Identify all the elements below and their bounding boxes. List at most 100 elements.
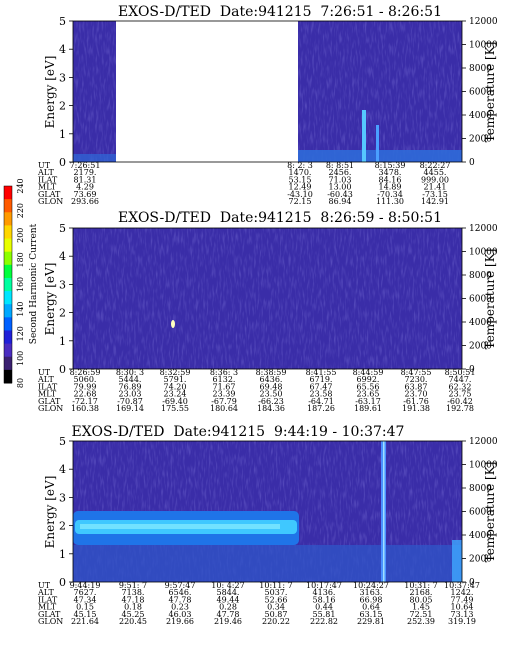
orbit-cell: 1.45 bbox=[412, 603, 430, 612]
orbit-cell: 4455. bbox=[424, 168, 447, 177]
orbit-row-label: GLAT bbox=[38, 190, 61, 199]
orbit-cell: -43.10 bbox=[287, 190, 313, 199]
orbit-cell: 72.51 bbox=[410, 610, 433, 619]
orbit-cell: 175.55 bbox=[161, 404, 189, 413]
orbit-cell: -60.42 bbox=[447, 397, 473, 406]
panel-3-emission-band-core bbox=[80, 524, 280, 529]
orbit-cell: 55.81 bbox=[313, 610, 336, 619]
y-tick-label: 5 bbox=[59, 15, 66, 28]
orbit-cell: 1242. bbox=[451, 588, 474, 597]
orbit-cell: 221.64 bbox=[71, 617, 99, 626]
panel-1-plot bbox=[72, 20, 463, 163]
y-tick-label: 4 bbox=[59, 463, 66, 476]
orbit-cell: 53.15 bbox=[289, 175, 312, 184]
orbit-cell: 10: 4:27 bbox=[211, 581, 244, 590]
orbit-cell: 6546. bbox=[169, 588, 192, 597]
orbit-cell: 71.67 bbox=[213, 382, 236, 391]
y-tick-label: 2 bbox=[59, 100, 66, 113]
orbit-cell: 47.78 bbox=[169, 595, 192, 604]
y2-tick-label: 6000 bbox=[469, 508, 492, 518]
colorbar-segment bbox=[4, 238, 12, 253]
orbit-cell: -63.17 bbox=[355, 397, 381, 406]
orbit-cell: 10.64 bbox=[451, 603, 474, 612]
orbit-cell: 6132. bbox=[213, 375, 236, 384]
orbit-cell: -61.76 bbox=[403, 397, 429, 406]
orbit-cell: 9:57:47 bbox=[165, 581, 196, 590]
orbit-cell: 72.15 bbox=[289, 197, 312, 206]
panel-1-ylabel: Energy [eV] bbox=[43, 56, 57, 129]
panel-3-ylabel: Energy [eV] bbox=[43, 476, 57, 549]
orbit-cell: 0.34 bbox=[267, 603, 285, 612]
orbit-cell: -70.34 bbox=[377, 190, 403, 199]
orbit-cell: -69.40 bbox=[162, 397, 188, 406]
orbit-row-label: ALT bbox=[37, 588, 54, 597]
orbit-row-label: GLON bbox=[38, 404, 63, 413]
orbit-cell: 8: 2: 3 bbox=[287, 161, 313, 170]
y-tick-label: 0 bbox=[59, 363, 66, 376]
orbit-cell: 0.64 bbox=[362, 603, 380, 612]
colorbar-segment bbox=[4, 369, 12, 384]
orbit-cell: 189.61 bbox=[354, 404, 382, 413]
colorbar-tick-label: 180 bbox=[16, 252, 25, 267]
panel-1-title: EXOS-D/TED Date:941215 7:26:51 - 8:26:51 bbox=[118, 4, 442, 20]
y2-tick-label: 0 bbox=[469, 578, 475, 588]
orbit-cell: 6992. bbox=[357, 375, 380, 384]
colorbar-frame bbox=[3, 185, 13, 384]
y2-tick-label: 4000 bbox=[469, 318, 492, 328]
colorbar-segment bbox=[4, 304, 12, 318]
orbit-cell: -67.79 bbox=[211, 397, 237, 406]
y2-tick-label: 10000 bbox=[469, 248, 498, 258]
y-tick-label: 0 bbox=[59, 576, 66, 589]
orbit-cell: 184.36 bbox=[257, 404, 285, 413]
panel-3-right-edge bbox=[452, 540, 462, 582]
colorbar-label: Second Harmonic Current bbox=[29, 223, 39, 344]
panel-3-lower-band bbox=[73, 545, 462, 582]
orbit-cell: 7230. bbox=[405, 375, 428, 384]
orbit-row-label: UT bbox=[38, 368, 51, 377]
orbit-cell: 220.22 bbox=[262, 617, 290, 626]
y-tick-label: 1 bbox=[59, 335, 66, 348]
panel-2-orbit-table: UT 8:26:59 8:30: 3 8:32:59 8:36: 3 8:38:59 8:4… bbox=[37, 368, 475, 413]
panel-2: EXOS-D/TED Date:941215 8:26:59 - 8:50:51… bbox=[37, 210, 498, 413]
orbit-cell: 23.39 bbox=[213, 390, 236, 399]
orbit-cell: 319.19 bbox=[448, 617, 476, 626]
orbit-cell: 9:44:19 bbox=[70, 581, 101, 590]
orbit-cell: 23.75 bbox=[449, 390, 472, 399]
orbit-cell: 6436. bbox=[260, 375, 283, 384]
y-tick-label: 0 bbox=[59, 156, 66, 169]
orbit-cell: 7:26:51 bbox=[70, 161, 101, 170]
orbit-cell: 7447. bbox=[449, 375, 472, 384]
y-tick-label: 4 bbox=[59, 250, 66, 263]
orbit-cell: 23.24 bbox=[164, 390, 187, 399]
orbit-row-label: MLT bbox=[38, 183, 57, 192]
y2-tick-label: 2000 bbox=[469, 555, 492, 565]
orbit-cell: -72.17 bbox=[72, 397, 98, 406]
colorbar-segment bbox=[4, 291, 12, 305]
orbit-cell: 23.65 bbox=[357, 390, 380, 399]
orbit-cell: 71.03 bbox=[329, 175, 352, 184]
orbit-cell: 9:51: 7 bbox=[119, 581, 147, 590]
orbit-cell: 66.98 bbox=[360, 595, 383, 604]
y2-tick-label: 8000 bbox=[469, 64, 492, 74]
orbit-cell: 8:44:59 bbox=[353, 368, 384, 377]
colorbar-tick-label: 80 bbox=[16, 378, 25, 388]
y-tick-label: 3 bbox=[59, 71, 66, 84]
colorbar-segment bbox=[4, 264, 12, 279]
orbit-cell: 8:47:55 bbox=[401, 368, 432, 377]
orbit-cell: 5037. bbox=[265, 588, 288, 597]
orbit-cell: 192.78 bbox=[446, 404, 474, 413]
y2-tick-label: 2000 bbox=[469, 342, 492, 352]
orbit-cell: -73.15 bbox=[422, 190, 448, 199]
colorbar-tick-label: 120 bbox=[16, 326, 25, 341]
orbit-cell: 50.87 bbox=[265, 610, 288, 619]
orbit-cell: 293.66 bbox=[71, 197, 99, 206]
orbit-cell: 77.49 bbox=[451, 595, 474, 604]
colorbar-tick-label: 200 bbox=[16, 228, 25, 243]
orbit-cell: 8:38:59 bbox=[256, 368, 287, 377]
panel-3-y2label: Temperature [K] bbox=[483, 462, 497, 563]
colorbar-segment bbox=[4, 277, 12, 292]
orbit-cell: 220.45 bbox=[119, 617, 147, 626]
colorbar-segment bbox=[4, 199, 12, 213]
y2-tick-label: 12000 bbox=[469, 437, 498, 447]
colorbar-tick-label: 220 bbox=[16, 203, 25, 218]
